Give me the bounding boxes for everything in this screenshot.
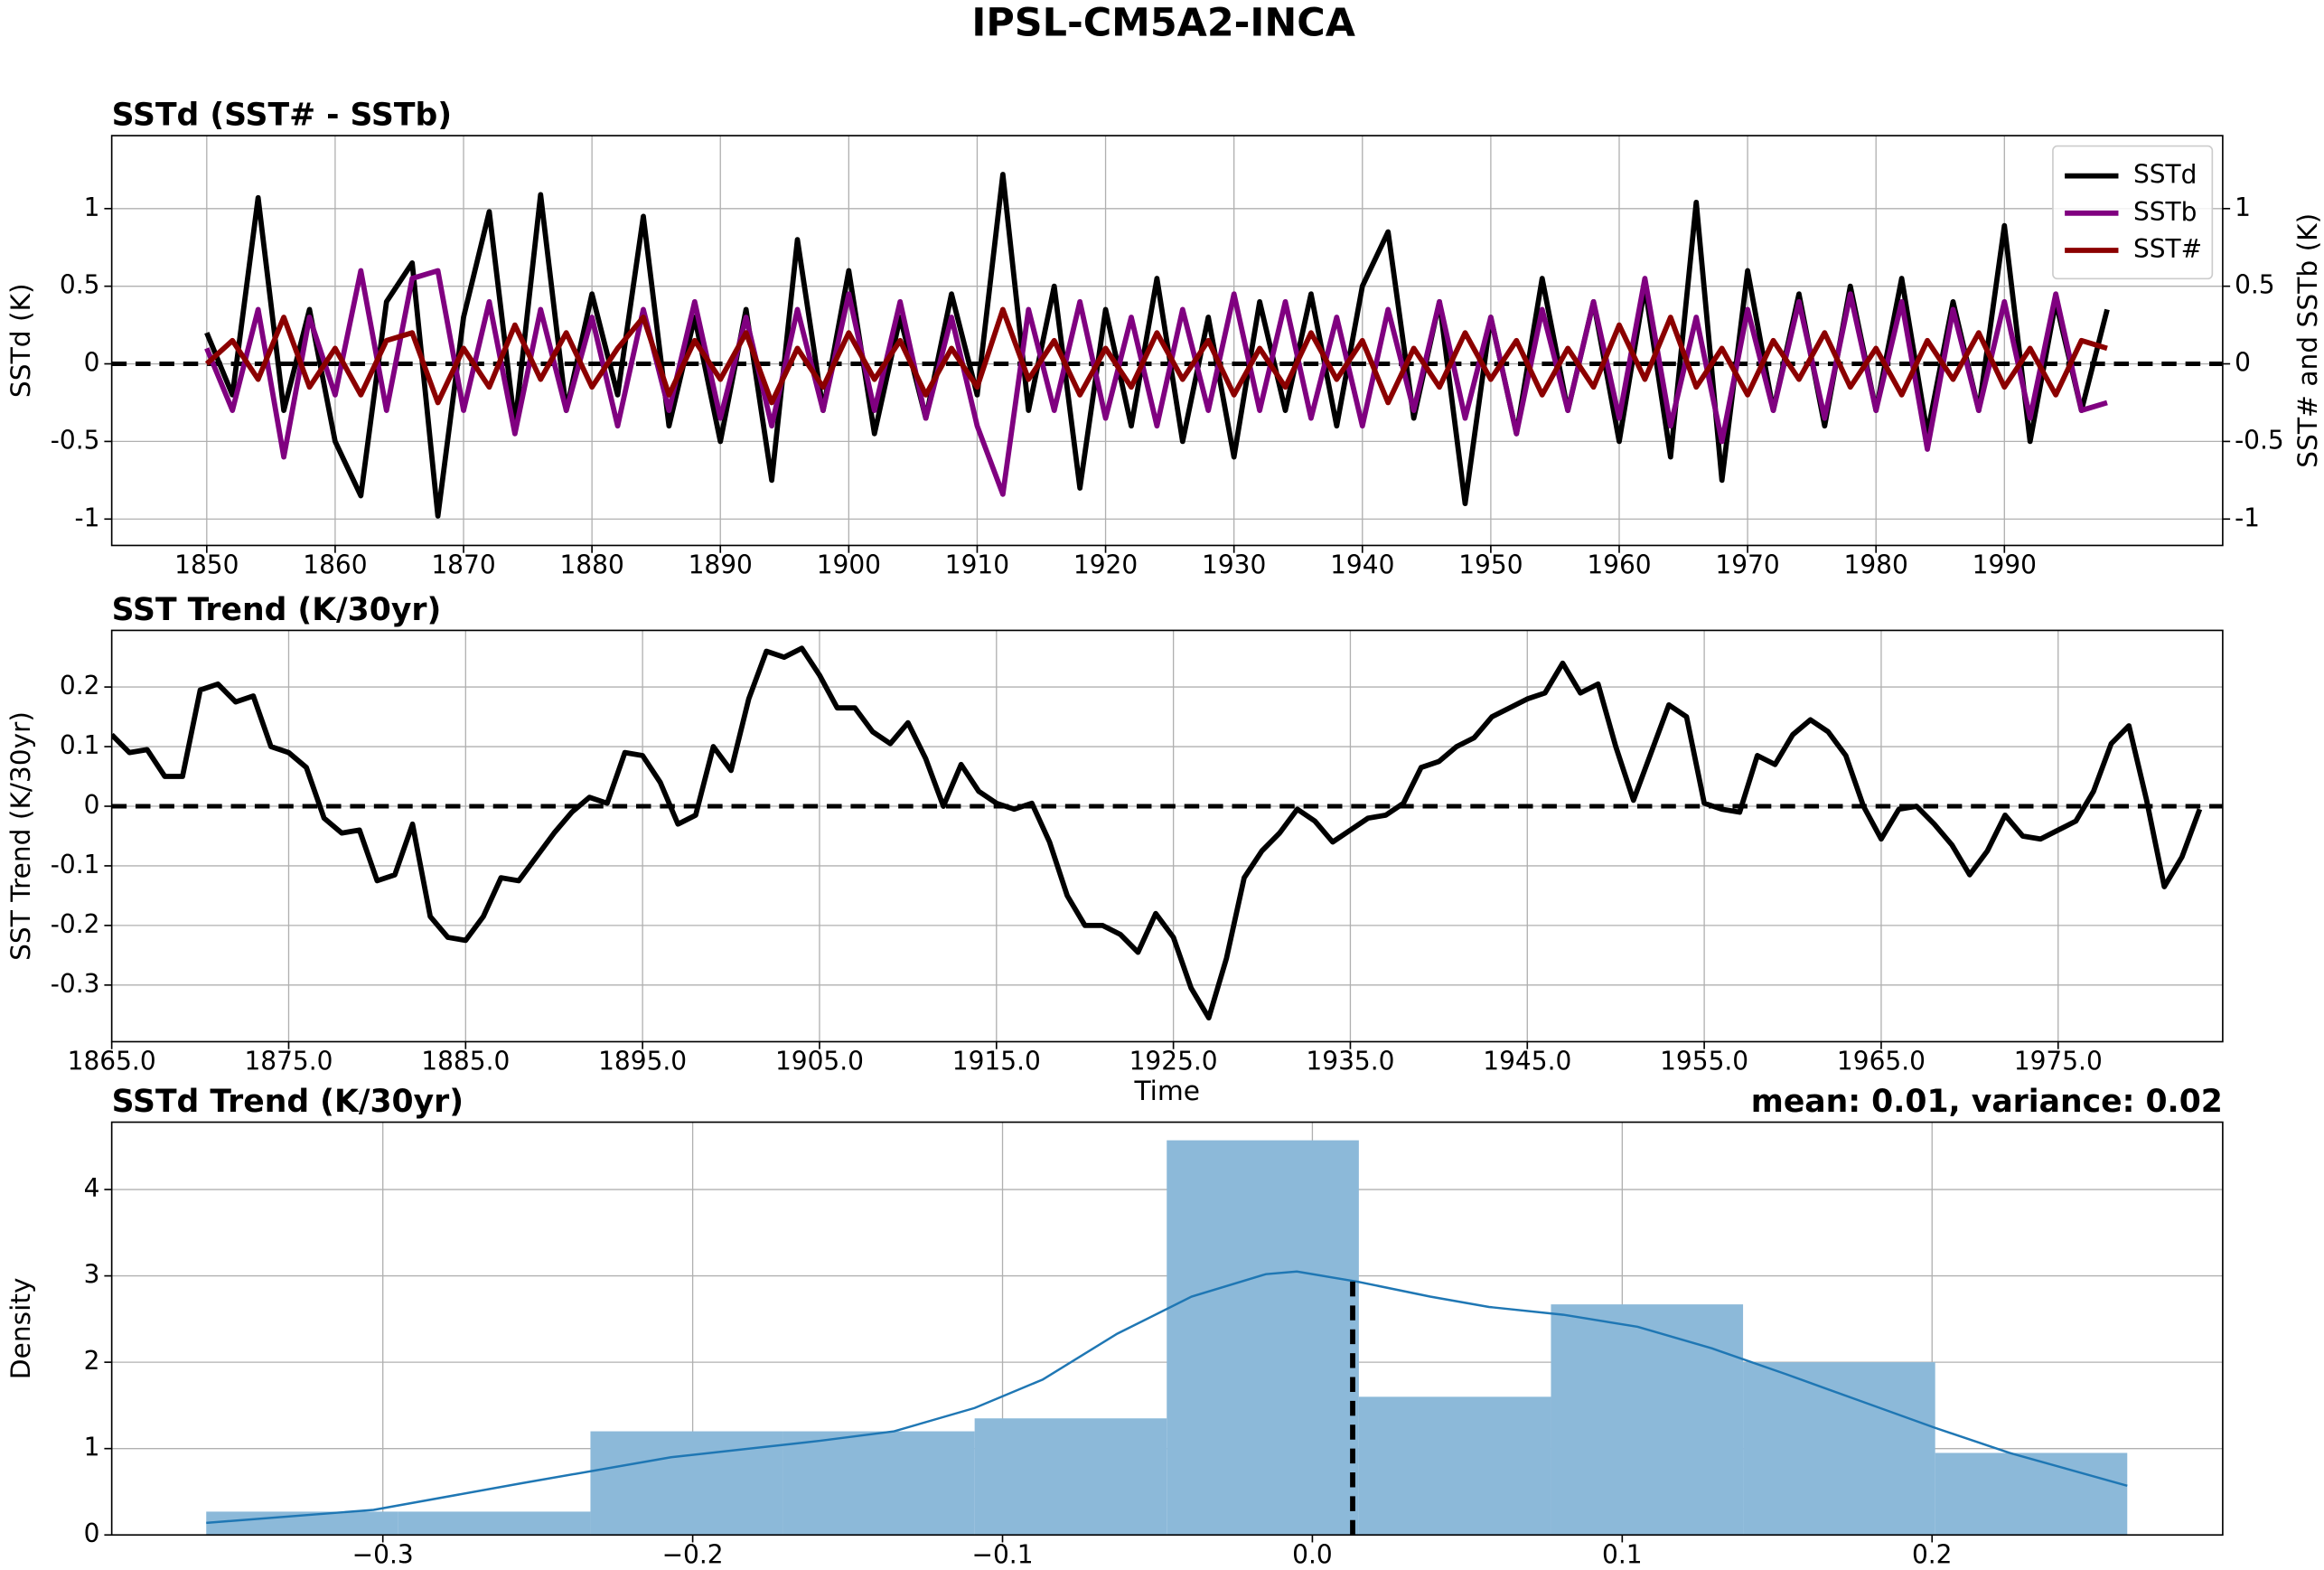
legend-box bbox=[2052, 145, 2214, 280]
hist-bar bbox=[1551, 1304, 1744, 1536]
hist-bar bbox=[398, 1511, 591, 1536]
x-tick-label: 1930 bbox=[1202, 550, 1266, 580]
y2-tick-label: 0.5 bbox=[2235, 270, 2275, 300]
x-tick-label: −0.2 bbox=[662, 1539, 724, 1569]
x-tick-label: 1860 bbox=[303, 550, 367, 580]
panel-title: SSTd (SST# - SSTb) bbox=[112, 98, 452, 134]
x-tick-label: 1850 bbox=[174, 550, 239, 580]
x-tick-label: 1970 bbox=[1715, 550, 1779, 580]
panel-title: SSTd Trend (K/30yr) bbox=[112, 1084, 464, 1120]
x-tick-label: 1925.0 bbox=[1129, 1047, 1218, 1076]
y-tick-label: 1 bbox=[84, 1433, 100, 1462]
data-line bbox=[111, 645, 2203, 1020]
x-tick-label: 0.2 bbox=[1912, 1539, 1953, 1569]
x-tick-label: 1960 bbox=[1587, 550, 1651, 580]
y-tick-label: 0 bbox=[84, 1518, 100, 1548]
y-axis-label: SST Trend (K/30yr) bbox=[5, 711, 36, 961]
x-tick-label: 0.0 bbox=[1292, 1539, 1333, 1569]
y2-tick-label: -0.5 bbox=[2235, 425, 2284, 455]
hist-bar bbox=[1167, 1140, 1359, 1536]
x-tick-label: 1975.0 bbox=[2014, 1047, 2103, 1076]
x-tick-label: −0.1 bbox=[971, 1539, 1033, 1569]
y-tick-label: 3 bbox=[84, 1260, 100, 1290]
x-tick-label: 1890 bbox=[689, 550, 753, 580]
x-tick-label: 1990 bbox=[1973, 550, 2037, 580]
data-line bbox=[204, 268, 2108, 497]
y-tick-label: -0.2 bbox=[51, 909, 100, 939]
hist-bar bbox=[782, 1431, 975, 1536]
kde-line bbox=[206, 1270, 2128, 1525]
y-tick-label: -1 bbox=[75, 503, 100, 532]
y-tick-label: 0.2 bbox=[60, 671, 100, 700]
hist-bar bbox=[1935, 1452, 2128, 1536]
x-tick-label: 1875.0 bbox=[244, 1047, 333, 1076]
x-tick-label: 1945.0 bbox=[1483, 1047, 1571, 1076]
legend-label: SSTb bbox=[2133, 197, 2197, 227]
x-tick-label: 1915.0 bbox=[952, 1047, 1041, 1076]
y-tick-label: 0 bbox=[84, 790, 100, 820]
suptitle: IPSL-CM5A2-INCA bbox=[971, 1, 1354, 46]
plot-frame bbox=[110, 629, 2224, 1043]
legend-label: SST# bbox=[2133, 234, 2202, 264]
x-tick-label: 1880 bbox=[559, 550, 623, 580]
y-tick-label: 4 bbox=[84, 1173, 100, 1203]
plot-marks bbox=[111, 645, 2223, 1020]
plot-marks bbox=[111, 172, 2223, 519]
x-axis-label: Time bbox=[1133, 1075, 1200, 1106]
hist-bar bbox=[1743, 1362, 1935, 1536]
y-tick-label: 0 bbox=[84, 348, 100, 378]
x-tick-label: 1900 bbox=[817, 550, 881, 580]
x-tick-label: 1865.0 bbox=[68, 1047, 156, 1076]
plot-marks bbox=[206, 1140, 2128, 1536]
data-line bbox=[204, 306, 2108, 406]
x-tick-label: 0.1 bbox=[1602, 1539, 1643, 1569]
y-tick-label: 0.1 bbox=[60, 730, 100, 760]
x-tick-label: 1955.0 bbox=[1660, 1047, 1748, 1076]
x-tick-label: 1935.0 bbox=[1306, 1047, 1394, 1076]
panel-title: SST Trend (K/30yr) bbox=[112, 592, 442, 628]
x-tick-label: 1895.0 bbox=[598, 1047, 687, 1076]
y-tick-label: -0.3 bbox=[51, 969, 100, 999]
x-tick-label: 1920 bbox=[1073, 550, 1138, 580]
y-tick-label: 2 bbox=[84, 1346, 100, 1376]
hist-bar bbox=[974, 1418, 1167, 1536]
y-tick-label: -0.1 bbox=[51, 850, 100, 879]
y2-tick-label: -1 bbox=[2235, 503, 2260, 532]
hist-bar bbox=[590, 1431, 783, 1536]
y2-tick-label: 1 bbox=[2235, 193, 2251, 222]
plot-frame bbox=[110, 1121, 2224, 1537]
y2-tick-label: 0 bbox=[2235, 348, 2251, 378]
y2-axis-label: SST# and SSTb (K) bbox=[2291, 213, 2323, 468]
plot-area bbox=[111, 630, 2223, 1042]
x-tick-label: 1870 bbox=[431, 550, 495, 580]
y-tick-label: -0.5 bbox=[51, 425, 100, 455]
x-tick-label: 1980 bbox=[1844, 550, 1908, 580]
hist-bar bbox=[1358, 1396, 1551, 1536]
x-tick-label: 1965.0 bbox=[1837, 1047, 1926, 1076]
x-tick-label: −0.3 bbox=[352, 1539, 414, 1569]
y-tick-label: 0.5 bbox=[60, 270, 100, 300]
plot-frame bbox=[110, 135, 2224, 547]
x-tick-label: 1950 bbox=[1458, 550, 1523, 580]
x-tick-label: 1905.0 bbox=[775, 1047, 864, 1076]
x-tick-label: 1910 bbox=[945, 550, 1009, 580]
y-tick-label: 1 bbox=[84, 193, 100, 222]
y-axis-label: Density bbox=[5, 1277, 36, 1379]
legend-label: SSTd bbox=[2133, 160, 2197, 190]
x-tick-label: 1940 bbox=[1330, 550, 1394, 580]
annotation: mean: 0.01, variance: 0.02 bbox=[1751, 1084, 2223, 1120]
x-tick-label: 1885.0 bbox=[421, 1047, 510, 1076]
y-axis-label: SSTd (K) bbox=[5, 283, 36, 398]
